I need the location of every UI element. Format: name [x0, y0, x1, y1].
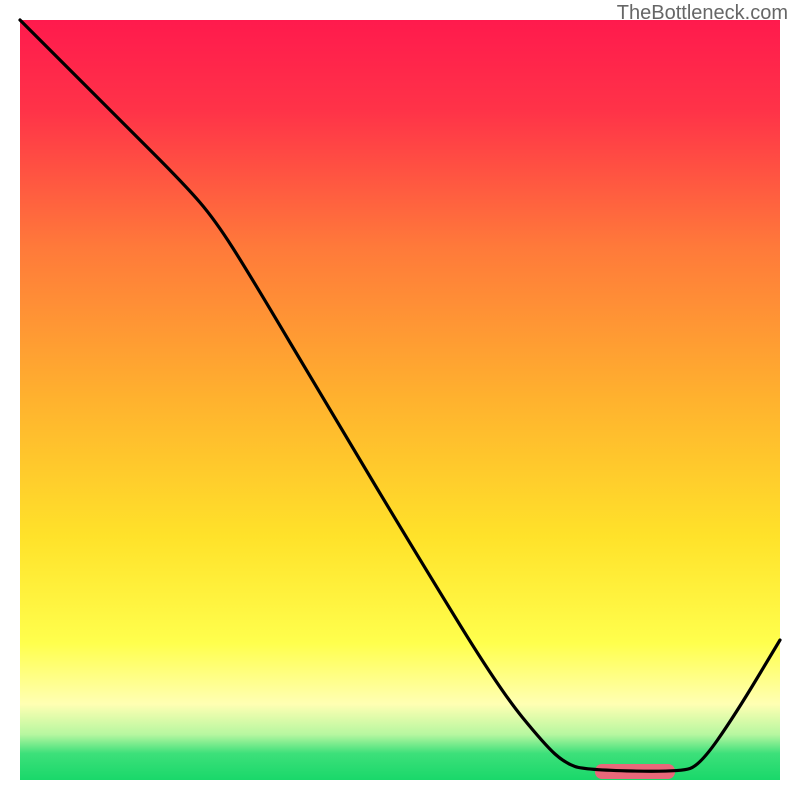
bottleneck-chart: TheBottleneck.com [0, 0, 800, 800]
gradient-background [20, 20, 780, 780]
watermark-text: TheBottleneck.com [617, 2, 788, 25]
